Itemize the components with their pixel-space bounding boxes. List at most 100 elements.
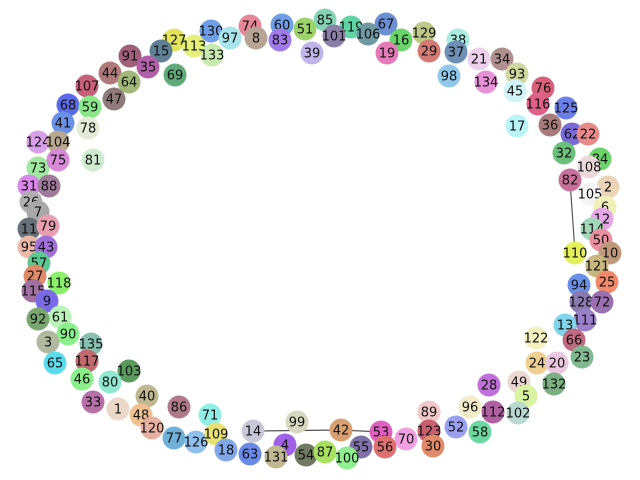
node-122[interactable]: 122 bbox=[524, 326, 549, 350]
node-117[interactable]: 117 bbox=[75, 349, 100, 373]
node-96[interactable]: 96 bbox=[458, 395, 482, 419]
node-104[interactable]: 104 bbox=[46, 130, 71, 154]
node-17[interactable]: 17 bbox=[505, 114, 529, 138]
node-68[interactable]: 68 bbox=[56, 93, 80, 117]
node-102[interactable]: 102 bbox=[506, 401, 531, 425]
node-134[interactable]: 134 bbox=[474, 70, 499, 94]
node-103[interactable]: 103 bbox=[117, 359, 142, 383]
node-97[interactable]: 97 bbox=[218, 26, 242, 50]
node-14[interactable]: 14 bbox=[241, 419, 265, 443]
node-100[interactable]: 100 bbox=[335, 446, 360, 470]
node-129[interactable]: 129 bbox=[412, 21, 437, 45]
node-107[interactable]: 107 bbox=[75, 74, 100, 98]
node-45[interactable]: 45 bbox=[503, 79, 527, 103]
node-51[interactable]: 51 bbox=[293, 17, 317, 41]
node-2[interactable]: 2 bbox=[596, 175, 620, 199]
node-23[interactable]: 23 bbox=[570, 345, 594, 369]
node-126[interactable]: 126 bbox=[184, 430, 209, 454]
node-132[interactable]: 132 bbox=[542, 372, 567, 396]
node-24[interactable]: 24 bbox=[525, 351, 549, 375]
node-101[interactable]: 101 bbox=[322, 24, 347, 48]
node-105[interactable]: 105 bbox=[578, 182, 603, 206]
node-83[interactable]: 83 bbox=[268, 28, 292, 52]
node-133[interactable]: 133 bbox=[200, 43, 225, 67]
node-113[interactable]: 113 bbox=[182, 34, 207, 58]
node-34[interactable]: 34 bbox=[490, 47, 514, 71]
node-106[interactable]: 106 bbox=[356, 22, 381, 46]
node-40[interactable]: 40 bbox=[135, 384, 159, 408]
node-20[interactable]: 20 bbox=[545, 351, 569, 375]
node-35[interactable]: 35 bbox=[136, 55, 160, 79]
node-86[interactable]: 86 bbox=[167, 395, 191, 419]
node-64[interactable]: 64 bbox=[117, 70, 141, 94]
node-41[interactable]: 41 bbox=[51, 111, 75, 135]
node-39[interactable]: 39 bbox=[300, 41, 324, 65]
node-91[interactable]: 91 bbox=[118, 44, 142, 68]
node-58[interactable]: 58 bbox=[468, 420, 492, 444]
node-47[interactable]: 47 bbox=[102, 87, 126, 111]
node-131[interactable]: 131 bbox=[264, 445, 289, 469]
node-3[interactable]: 3 bbox=[36, 330, 60, 354]
node-82[interactable]: 82 bbox=[558, 168, 582, 192]
node-69[interactable]: 69 bbox=[163, 63, 187, 87]
node-67[interactable]: 67 bbox=[374, 12, 398, 36]
node-28[interactable]: 28 bbox=[477, 373, 501, 397]
node-54[interactable]: 54 bbox=[294, 443, 318, 467]
node-15[interactable]: 15 bbox=[149, 39, 173, 63]
node-128[interactable]: 128 bbox=[569, 290, 594, 314]
node-56[interactable]: 56 bbox=[373, 435, 397, 459]
node-118[interactable]: 118 bbox=[47, 271, 72, 295]
node-99[interactable]: 99 bbox=[285, 410, 309, 434]
node-72[interactable]: 72 bbox=[590, 290, 614, 314]
node-88[interactable]: 88 bbox=[37, 174, 61, 198]
node-25[interactable]: 25 bbox=[595, 270, 619, 294]
node-110[interactable]: 110 bbox=[563, 241, 588, 265]
node-46[interactable]: 46 bbox=[70, 367, 94, 391]
node-33[interactable]: 33 bbox=[81, 390, 105, 414]
node-111[interactable]: 111 bbox=[573, 308, 598, 332]
node-125[interactable]: 125 bbox=[554, 96, 579, 120]
node-22[interactable]: 22 bbox=[576, 122, 600, 146]
node-130[interactable]: 130 bbox=[199, 19, 224, 43]
node-37[interactable]: 37 bbox=[444, 40, 468, 64]
node-73[interactable]: 73 bbox=[26, 156, 50, 180]
node-75[interactable]: 75 bbox=[46, 148, 70, 172]
node-1[interactable]: 1 bbox=[106, 397, 130, 421]
node-120[interactable]: 120 bbox=[140, 416, 165, 440]
node-94[interactable]: 94 bbox=[567, 273, 591, 297]
node-18[interactable]: 18 bbox=[214, 438, 238, 462]
node-52[interactable]: 52 bbox=[444, 415, 468, 439]
node-65[interactable]: 65 bbox=[43, 351, 67, 375]
node-8[interactable]: 8 bbox=[244, 26, 268, 50]
node-78[interactable]: 78 bbox=[76, 116, 100, 140]
node-77[interactable]: 77 bbox=[162, 426, 186, 450]
node-124[interactable]: 124 bbox=[26, 130, 51, 154]
node-21[interactable]: 21 bbox=[467, 47, 491, 71]
node-90[interactable]: 90 bbox=[56, 322, 80, 346]
node-32[interactable]: 32 bbox=[552, 141, 576, 165]
node-70[interactable]: 70 bbox=[394, 427, 418, 451]
node-11[interactable]: 11 bbox=[17, 217, 41, 241]
node-59[interactable]: 59 bbox=[78, 95, 102, 119]
node-9[interactable]: 9 bbox=[35, 289, 59, 313]
node-62[interactable]: 62 bbox=[560, 122, 584, 146]
node-89[interactable]: 89 bbox=[417, 400, 441, 424]
node-42[interactable]: 42 bbox=[329, 418, 353, 442]
node-81[interactable]: 81 bbox=[81, 148, 105, 172]
node-93[interactable]: 93 bbox=[505, 62, 529, 86]
node-29[interactable]: 29 bbox=[417, 39, 441, 63]
node-98[interactable]: 98 bbox=[437, 64, 461, 88]
node-63[interactable]: 63 bbox=[238, 442, 262, 466]
node-109[interactable]: 109 bbox=[204, 422, 229, 446]
node-87[interactable]: 87 bbox=[313, 440, 337, 464]
node-92[interactable]: 92 bbox=[26, 307, 50, 331]
node-36[interactable]: 36 bbox=[538, 113, 562, 137]
node-80[interactable]: 80 bbox=[98, 370, 122, 394]
node-108[interactable]: 108 bbox=[577, 155, 602, 179]
node-71[interactable]: 71 bbox=[198, 403, 222, 427]
node-19[interactable]: 19 bbox=[375, 41, 399, 65]
node-116[interactable]: 116 bbox=[526, 92, 551, 116]
node-79[interactable]: 79 bbox=[36, 214, 60, 238]
node-112[interactable]: 112 bbox=[481, 400, 506, 424]
node-30[interactable]: 30 bbox=[421, 434, 445, 458]
